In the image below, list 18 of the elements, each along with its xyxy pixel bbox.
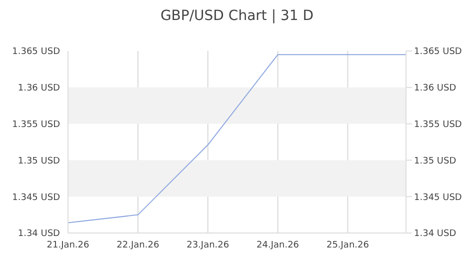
y2-tick-label: 1.35 USD — [414, 156, 456, 166]
x-tick-label: 24.Jan.26 — [256, 240, 300, 250]
y-tick-label: 1.36 USD — [18, 84, 60, 94]
y2-tick-label: 1.345 USD — [414, 192, 462, 203]
x-tick-label: 25.Jan.26 — [326, 240, 370, 250]
x-tick-label: 23.Jan.26 — [186, 240, 230, 250]
y-tick-label: 1.35 USD — [18, 156, 60, 166]
x-tick-label: 22.Jan.26 — [116, 240, 160, 250]
y-tick-label: 1.34 USD — [18, 229, 60, 240]
y-tick-label: 1.355 USD — [12, 120, 60, 130]
y2-tick-label: 1.36 USD — [414, 84, 456, 94]
y-tick-label: 1.365 USD — [12, 47, 60, 58]
y2-tick-label: 1.365 USD — [414, 47, 462, 58]
chart-title: GBP/USD Chart | 31 D — [159, 8, 315, 24]
y2-tick-label: 1.355 USD — [414, 120, 462, 130]
y-tick-label: 1.345 USD — [12, 192, 60, 203]
x-tick-label: 21.Jan.26 — [46, 240, 90, 250]
y2-tick-label: 1.34 USD — [414, 229, 456, 240]
